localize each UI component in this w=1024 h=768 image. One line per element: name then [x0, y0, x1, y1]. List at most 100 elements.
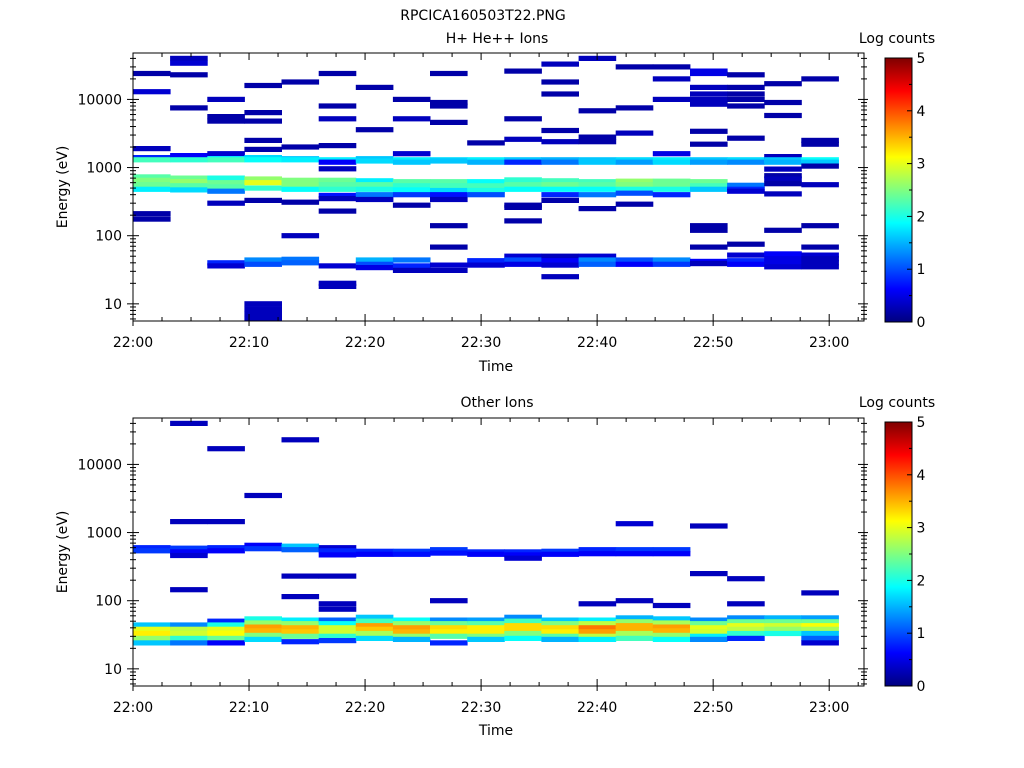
- heatmap-cell: [541, 197, 579, 203]
- heatmap-cell: [467, 258, 505, 264]
- heatmap-cell: [244, 301, 282, 307]
- heatmap-cell: [578, 601, 617, 607]
- heatmap-cell: [801, 264, 839, 270]
- x-tick-label: 22:10: [229, 335, 269, 351]
- heatmap-cell: [764, 176, 802, 182]
- heatmap-cell: [764, 264, 802, 270]
- heatmap-cell: [690, 101, 728, 107]
- heatmap-cell: [244, 110, 282, 116]
- heatmap-cell: [430, 262, 468, 268]
- heatmap-cell: [801, 244, 839, 250]
- heatmap-cell: [170, 622, 208, 628]
- heatmap-cell: [578, 636, 617, 642]
- y-tick-label: 10: [104, 662, 122, 678]
- heatmap-cell: [318, 552, 357, 558]
- heatmap-cell: [281, 79, 320, 85]
- heatmap-cell: [318, 633, 357, 639]
- heatmap-cell: [207, 118, 245, 124]
- heatmap-cell: [318, 263, 357, 269]
- heatmap-cell: [504, 159, 542, 165]
- x-axis: 22:00 22:10 22:20 22:30 22:40 22:50 23:00: [113, 53, 859, 351]
- heatmap-cell: [504, 186, 542, 192]
- heatmap-cell: [318, 545, 357, 551]
- heatmap-cell: [504, 204, 542, 210]
- heatmap-cell: [392, 625, 431, 631]
- heatmap-cell: [318, 143, 357, 149]
- heatmap-cell: [281, 177, 320, 183]
- heatmap-cell: [690, 84, 728, 90]
- heatmap-cell: [467, 621, 505, 627]
- heatmap-cell: [467, 179, 505, 185]
- heatmap-cell: [133, 211, 171, 217]
- heatmap-cell: [727, 261, 765, 267]
- heatmap-cell: [355, 261, 394, 267]
- colorbar-tick-label: 0: [917, 315, 926, 331]
- heatmap-cell: [652, 628, 691, 634]
- heatmap-cell: [764, 630, 802, 637]
- heatmap-cell: [727, 623, 765, 629]
- heatmap-cell: [801, 76, 839, 82]
- heatmap-cell: [801, 630, 839, 637]
- heatmap-cell: [727, 182, 765, 188]
- heatmap-cell: [318, 196, 357, 202]
- heatmap-cell: [764, 154, 802, 160]
- heatmap-cell: [355, 618, 394, 624]
- y-axis: 10 100 1000 10000: [77, 57, 868, 320]
- heatmap-cell: [355, 551, 394, 557]
- heatmap-cell: [207, 622, 245, 628]
- heatmap-cell: [170, 626, 208, 632]
- heatmap-cell: [541, 186, 579, 192]
- heatmap-cell: [652, 192, 691, 198]
- heatmap-cell: [430, 547, 468, 553]
- heatmap-cell: [615, 626, 654, 632]
- heatmap-cell: [133, 622, 171, 628]
- heatmap-cell: [690, 621, 728, 627]
- heatmap-cell: [541, 178, 579, 184]
- heatmap-cell: [541, 617, 579, 623]
- heatmap-cell: [318, 601, 357, 607]
- heatmap-cell: [318, 166, 357, 172]
- heatmap-cell: [504, 218, 542, 224]
- heatmap-cell: [467, 636, 505, 642]
- heatmap-cell: [170, 153, 208, 159]
- heatmap-cell: [690, 261, 728, 267]
- heatmap-cell: [318, 208, 357, 214]
- heatmap-cell: [170, 72, 208, 78]
- heatmap-cell: [430, 598, 468, 604]
- heatmap-cell: [430, 187, 468, 194]
- heatmap-cell: [690, 96, 728, 102]
- heatmap-cell: [615, 551, 654, 557]
- heatmap-cell: [690, 141, 728, 147]
- heatmap-cell: [133, 146, 171, 152]
- heatmap-cell: [244, 311, 282, 317]
- heatmap-cell: [615, 64, 654, 70]
- heatmap-cell: [801, 182, 839, 188]
- heatmap-cell: [244, 315, 282, 321]
- heatmap-cell: [578, 192, 617, 198]
- heatmap-cell: [318, 186, 357, 192]
- heatmap-cell: [207, 446, 245, 452]
- heatmap-cell: [281, 594, 320, 600]
- heatmap-cell: [615, 623, 654, 629]
- heatmap-cell: [430, 617, 468, 623]
- heatmap-cell: [727, 630, 765, 637]
- x-tick-label: 22:20: [345, 335, 385, 351]
- heatmap-cell: [170, 640, 208, 646]
- colorbar-tick-label: 5: [917, 51, 926, 67]
- heatmap-cell: [392, 617, 431, 623]
- y-tick-label: 10: [104, 297, 122, 313]
- heatmap-cell: [207, 188, 245, 194]
- heatmap-cell: [652, 624, 691, 630]
- heatmap-cell: [467, 183, 505, 189]
- heatmap-cell: [467, 159, 505, 165]
- heatmap-cell: [355, 127, 394, 133]
- heatmap-cell: [207, 96, 245, 102]
- heatmap-cell: [281, 144, 320, 150]
- heatmap-cell: [281, 639, 320, 645]
- heatmap-cell: [764, 619, 802, 625]
- heatmap-cell: [133, 157, 171, 163]
- heatmap-cell: [541, 127, 579, 134]
- heatmap-cell: [504, 552, 542, 558]
- heatmap-cell: [541, 139, 579, 145]
